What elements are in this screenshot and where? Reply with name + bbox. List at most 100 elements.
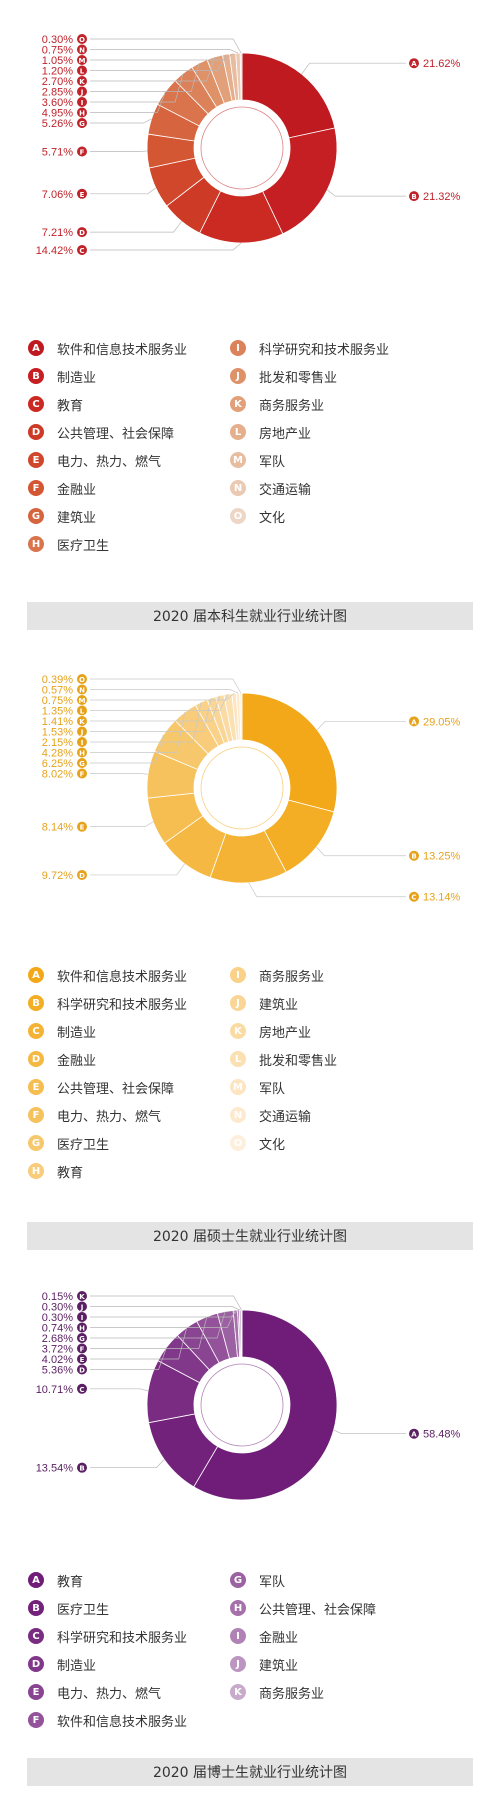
callout-badge-k [77, 1291, 87, 1302]
legend-label: 公共管理、社会保障 [57, 426, 175, 442]
legend-badge: G [230, 1572, 246, 1588]
callout-badge-e [77, 1354, 87, 1365]
callout-badge-letter: C [79, 1386, 84, 1394]
data-label-a: 21.62% [423, 58, 461, 70]
data-label-k: 2.70% [42, 76, 73, 88]
leader-line-b [90, 1459, 165, 1469]
callout-badge-o [77, 674, 87, 685]
legend-badge: J [230, 368, 246, 384]
legend-item-n: N 交通运输 [230, 1105, 311, 1125]
callout-badge-letter: A [411, 60, 417, 68]
callout-badge-letter: M [79, 57, 86, 65]
callout-badge-o [77, 34, 87, 45]
doctoral-chart-caption: 2020 届博士生就业行业统计图 [27, 1758, 473, 1786]
legend-badge: F [28, 1712, 44, 1728]
leader-line-l [90, 693, 229, 711]
callout-badge-j [77, 1301, 87, 1312]
callout-badge-f [77, 1343, 87, 1354]
legend-badge: G [28, 508, 44, 524]
legend-badge: E [28, 1079, 44, 1095]
callout-badge-j [77, 86, 87, 97]
data-label-b: 13.54% [36, 1463, 74, 1475]
callout-badge-letter: E [80, 191, 85, 199]
data-label-b: 13.25% [423, 851, 461, 863]
legend-label: 医疗卫生 [57, 1137, 110, 1153]
undergraduate-chart-title: 2020 届本科生就业行业统计图 [152, 609, 348, 625]
legend-item-b: B 医疗卫生 [28, 1598, 109, 1618]
callout-badge-b [77, 1462, 87, 1473]
data-label-h: 4.28% [42, 748, 73, 760]
data-label-j: 1.53% [42, 727, 73, 739]
data-label-c: 13.14% [423, 892, 461, 904]
callout-badge-letter: J [80, 89, 84, 97]
leader-line-i [90, 73, 184, 103]
legend-item-n: N 交通运输 [230, 478, 311, 498]
legend-item-k: K 商务服务业 [230, 1682, 324, 1702]
legend-badge: J [230, 995, 246, 1011]
inner-ring [200, 746, 284, 830]
doctoral-chart-title: 2020 届博士生就业行业统计图 [152, 1765, 348, 1781]
legend-item-a: A 软件和信息技术服务业 [28, 338, 187, 358]
master-donut-chart: A 29.05% B 13.25% C 13.14% D 9.72% E 8.14% F 8.02% G… [42, 674, 461, 904]
callout-badge-letter: M [79, 697, 86, 705]
legend-label: 教育 [57, 398, 84, 414]
legend-label: 科学研究和技术服务业 [57, 997, 188, 1013]
leader-line-h [90, 712, 186, 753]
data-label-c: 14.42% [36, 245, 74, 257]
callout-badge-letter: A [411, 718, 417, 726]
leader-line-f [90, 773, 149, 775]
legend-label: 科学研究和技术服务业 [259, 342, 390, 358]
leader-line-d [90, 221, 182, 233]
legend-label: 科学研究和技术服务业 [57, 1630, 188, 1646]
leader-line-c [248, 882, 406, 898]
legend-badge: D [28, 424, 44, 440]
legend-item-h: H 医疗卫生 [28, 534, 109, 554]
legend-item-j: J 建筑业 [230, 993, 298, 1013]
callout-badge-letter: J [80, 1304, 84, 1312]
legend-badge: C [28, 1628, 44, 1644]
leader-line-b [327, 189, 406, 197]
legend-item-m: M 军队 [230, 450, 285, 470]
legend-item-l: L 批发和零售业 [230, 1049, 337, 1069]
callout-badge-letter: H [79, 1325, 85, 1333]
callout-badge-letter: B [411, 853, 416, 861]
leader-line-d [90, 1347, 167, 1370]
data-label-o: 0.39% [42, 674, 73, 686]
legend-label: 批发和零售业 [259, 1053, 338, 1069]
callout-badge-letter: B [411, 193, 416, 201]
callout-badge-letter: F [80, 771, 85, 779]
callout-badge-g [77, 118, 87, 129]
data-label-m: 0.75% [42, 695, 73, 707]
data-label-i: 0.30% [42, 1312, 73, 1324]
legend-label: 建筑业 [259, 997, 299, 1013]
legend-label: 公共管理、社会保障 [57, 1081, 175, 1097]
callout-badge-letter: H [79, 110, 85, 118]
callout-badge-f [77, 146, 87, 157]
legend-item-d: D 金融业 [28, 1049, 96, 1069]
data-label-b: 21.32% [423, 191, 461, 203]
callout-badge-i [77, 1312, 87, 1323]
slice-k [240, 1309, 243, 1358]
legend-label: 金融业 [57, 482, 97, 498]
legend-badge: B [28, 995, 44, 1011]
callout-badge-letter: C [411, 894, 416, 902]
legend-item-f: F 电力、热力、燃气 [28, 1105, 161, 1125]
legend-label: 软件和信息技术服务业 [57, 969, 188, 985]
legend-label: 电力、热力、燃气 [57, 1686, 162, 1702]
legend-badge: A [28, 967, 44, 983]
callout-badge-c [409, 891, 419, 902]
data-label-h: 0.74% [42, 1323, 73, 1335]
legend-item-a: A 教育 [28, 1570, 83, 1590]
callout-badge-letter: D [79, 229, 85, 237]
leader-line-d [90, 863, 186, 876]
legend-badge: E [28, 1684, 44, 1700]
data-label-l: 1.20% [42, 66, 73, 78]
legend-item-e: E 电力、热力、燃气 [28, 450, 161, 470]
callout-badge-c [77, 1383, 87, 1394]
legend-item-j: J 建筑业 [230, 1654, 298, 1674]
legend-label: 房地产业 [259, 426, 312, 442]
data-label-m: 1.05% [42, 55, 73, 67]
callout-badge-l [77, 65, 87, 76]
legend-item-c: C 制造业 [28, 1021, 96, 1041]
callout-badge-letter: F [80, 149, 85, 157]
